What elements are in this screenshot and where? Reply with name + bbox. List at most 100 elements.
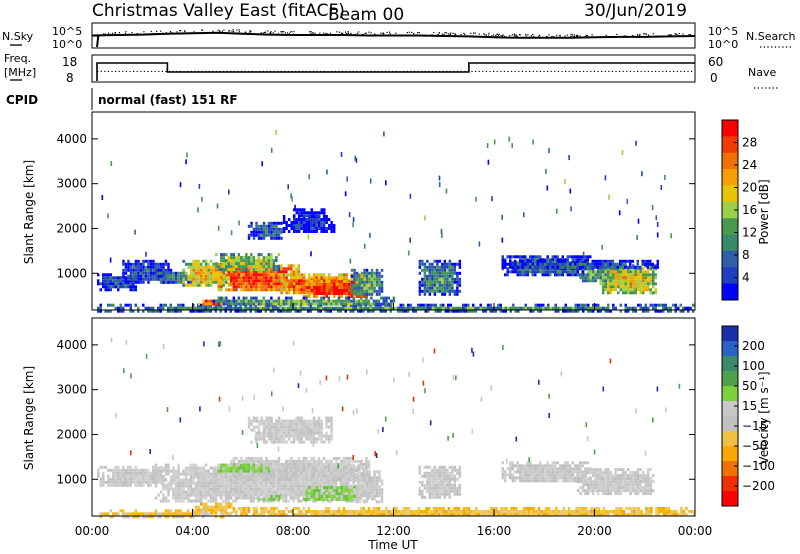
power-cell	[330, 292, 334, 295]
power-speck	[270, 147, 273, 153]
power-cell	[604, 276, 607, 280]
power-cell	[157, 262, 160, 266]
velocity-cell	[352, 459, 356, 463]
power-cell	[250, 265, 253, 269]
power-cell	[310, 283, 314, 286]
velocity-cell	[370, 482, 374, 486]
velocity-cell	[345, 489, 349, 492]
power-cell	[377, 306, 380, 310]
power-cell	[194, 271, 198, 275]
velocity-cell	[270, 465, 273, 469]
nsky-point	[312, 33, 314, 35]
power-cell	[299, 306, 302, 310]
power-cell	[257, 273, 261, 277]
power-ylabel: Slant Range [km]	[22, 160, 36, 264]
power-cell	[350, 286, 354, 290]
velocity-cell	[297, 478, 300, 482]
power-cell	[433, 289, 437, 293]
power-speck	[201, 196, 203, 202]
power-cell	[604, 288, 607, 292]
power-cell	[204, 265, 208, 269]
velocity-cell	[320, 459, 323, 463]
power-cell	[629, 291, 632, 295]
velocity-cell	[237, 481, 240, 485]
power-cell	[282, 273, 286, 277]
power-cell	[272, 270, 276, 274]
power-cell	[250, 296, 253, 300]
velocity-cell	[117, 477, 120, 481]
power-cell	[275, 285, 278, 289]
power-cell	[265, 279, 268, 283]
power-cell	[322, 276, 326, 280]
power-cell	[369, 306, 372, 310]
power-cell	[262, 236, 266, 240]
velocity-cell	[277, 497, 281, 501]
nsky-point	[199, 32, 201, 34]
power-cell	[169, 271, 173, 275]
velocity-cell	[338, 495, 341, 498]
velocity-cell	[232, 459, 236, 463]
power-cell	[378, 274, 381, 278]
power-cell	[290, 285, 293, 289]
power-cell	[293, 214, 296, 218]
power-cell	[285, 282, 288, 286]
power-cell	[267, 285, 271, 289]
velocity-cell	[234, 493, 238, 497]
power-cell	[424, 303, 427, 307]
velocity-cell	[363, 476, 366, 480]
power-cell	[437, 309, 440, 313]
power-cell	[622, 279, 625, 283]
power-speck	[409, 193, 412, 199]
power-cell	[260, 288, 263, 292]
nsky-point	[180, 30, 182, 32]
velocity-cell	[305, 474, 308, 478]
power-cell	[149, 262, 153, 266]
velocity-cell	[323, 486, 326, 489]
power-cell	[602, 273, 605, 277]
velocity-cell	[169, 478, 173, 482]
power-cell	[322, 279, 326, 283]
power-cell	[614, 265, 617, 269]
power-cell	[225, 302, 228, 306]
nsky-point	[504, 35, 506, 38]
power-cell	[365, 299, 368, 303]
power-cell	[368, 271, 371, 275]
velocity-cell	[260, 497, 263, 501]
velocity-cell	[287, 490, 290, 494]
power-cell	[272, 221, 276, 225]
velocity-cell	[353, 498, 356, 501]
power-cell	[257, 259, 261, 263]
power-cell	[355, 286, 359, 290]
freq-tick-bottom: 8	[66, 71, 74, 85]
velocity-cell	[282, 493, 285, 497]
power-cell	[124, 265, 128, 269]
power-cell	[428, 280, 432, 284]
velocity-cell	[247, 469, 251, 473]
power-cell	[333, 289, 336, 292]
power-cell	[107, 285, 110, 289]
velocity-cell	[182, 481, 185, 485]
power-cell	[439, 309, 442, 313]
power-cell	[521, 255, 524, 259]
power-cell	[124, 280, 128, 284]
power-cell	[367, 299, 371, 303]
nsky-point	[639, 34, 641, 37]
power-cell	[338, 280, 341, 283]
station-title: Christmas Valley East (fitACF)	[92, 1, 345, 21]
nsky-point	[678, 35, 680, 37]
power-cell	[407, 309, 410, 313]
power-cell	[373, 286, 376, 290]
velocity-cell	[184, 472, 188, 476]
power-cell	[589, 309, 592, 313]
power-cell	[363, 286, 366, 290]
power-cell	[282, 267, 286, 271]
velocity-cell	[330, 462, 333, 466]
power-cell	[252, 285, 256, 289]
power-cell	[325, 280, 329, 283]
power-cell	[516, 265, 519, 269]
power-cell	[107, 309, 110, 313]
power-cell	[305, 283, 309, 286]
velocity-cell	[242, 469, 246, 473]
power-cell	[212, 274, 215, 278]
power-cell	[529, 259, 532, 263]
